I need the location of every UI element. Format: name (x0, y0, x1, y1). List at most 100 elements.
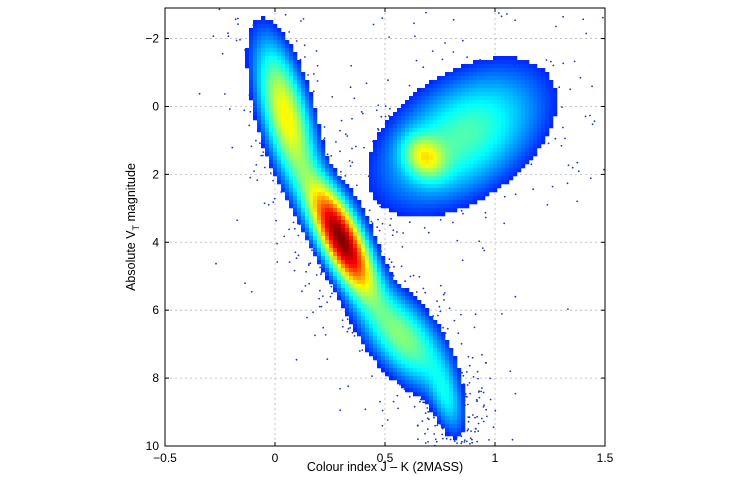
density-cell (329, 224, 334, 229)
density-cell (289, 80, 294, 85)
density-cell (253, 28, 258, 33)
density-cell (257, 76, 262, 81)
outlier-point (498, 12, 500, 14)
density-cell (305, 152, 310, 157)
density-cell (433, 376, 438, 381)
density-cell (465, 156, 470, 161)
density-cell (469, 80, 474, 85)
density-cell (437, 396, 442, 401)
density-cell (437, 176, 442, 181)
density-cell (545, 76, 550, 81)
density-cell (453, 396, 458, 401)
density-cell (505, 152, 510, 157)
density-cell (301, 228, 306, 233)
density-cell (441, 408, 446, 413)
outlier-point (476, 370, 479, 373)
density-cell (445, 424, 450, 429)
density-cell (309, 156, 314, 161)
outlier-point (476, 440, 478, 443)
density-cell (437, 88, 442, 93)
outlier-point (277, 179, 280, 182)
density-cell (493, 188, 498, 193)
density-cell (301, 212, 306, 217)
density-cell (389, 124, 394, 129)
density-cell (377, 136, 382, 141)
density-cell (361, 284, 366, 289)
density-cell (501, 76, 506, 81)
density-cell (353, 316, 358, 321)
density-cell (337, 204, 342, 209)
outlier-point (237, 23, 239, 25)
density-cell (465, 116, 470, 121)
density-cell (401, 180, 406, 185)
density-cell (305, 212, 310, 217)
density-cell (473, 136, 478, 141)
outlier-point (468, 364, 471, 367)
density-cell (373, 324, 378, 329)
density-cell (321, 236, 326, 241)
density-cell (525, 160, 530, 165)
density-cell (261, 72, 266, 77)
density-cell (457, 200, 462, 205)
density-cell (341, 236, 346, 241)
density-cell (261, 44, 266, 49)
density-cell (345, 240, 350, 245)
density-cell (509, 148, 514, 153)
density-cell (421, 308, 426, 313)
density-cell (477, 108, 482, 113)
density-cell (269, 32, 274, 37)
density-cell (469, 64, 474, 69)
outlier-point (422, 210, 425, 213)
density-cell (465, 172, 470, 177)
density-cell (377, 360, 382, 365)
outlier-point (321, 295, 324, 297)
density-cell (297, 72, 302, 77)
density-cell (293, 92, 298, 97)
density-cell (353, 252, 358, 257)
density-cell (477, 120, 482, 125)
density-cell (381, 320, 386, 325)
density-cell (429, 180, 434, 185)
density-cell (277, 164, 282, 169)
density-cell (429, 320, 434, 325)
density-cell (481, 188, 486, 193)
density-cell (425, 176, 430, 181)
density-cell (285, 76, 290, 81)
density-cell (349, 296, 354, 301)
outlier-point (224, 93, 226, 95)
density-cell (445, 156, 450, 161)
density-cell (309, 204, 314, 209)
density-cell (349, 308, 354, 313)
outlier-point (460, 442, 463, 445)
density-cell (525, 92, 530, 97)
density-cell (449, 368, 454, 373)
density-cell (341, 284, 346, 289)
outlier-point (481, 387, 483, 389)
density-cell (445, 152, 450, 157)
density-cell (389, 296, 394, 301)
density-cell (349, 312, 354, 317)
density-cell (437, 140, 442, 145)
density-cell (405, 312, 410, 317)
density-cell (449, 108, 454, 113)
density-cell (377, 336, 382, 341)
density-cell (345, 256, 350, 261)
density-cell (429, 332, 434, 337)
density-cell (389, 336, 394, 341)
density-cell (397, 168, 402, 173)
density-cell (497, 92, 502, 97)
density-cell (533, 108, 538, 113)
density-cell (393, 152, 398, 157)
density-cell (445, 412, 450, 417)
density-cell (365, 240, 370, 245)
density-cell (321, 244, 326, 249)
density-cell (297, 140, 302, 145)
outlier-point (322, 326, 325, 329)
density-cell (525, 124, 530, 129)
outlier-point (445, 437, 448, 440)
density-cell (281, 164, 286, 169)
outlier-point (406, 106, 408, 109)
density-cell (253, 36, 258, 41)
density-cell (437, 200, 442, 205)
density-cell (289, 72, 294, 77)
